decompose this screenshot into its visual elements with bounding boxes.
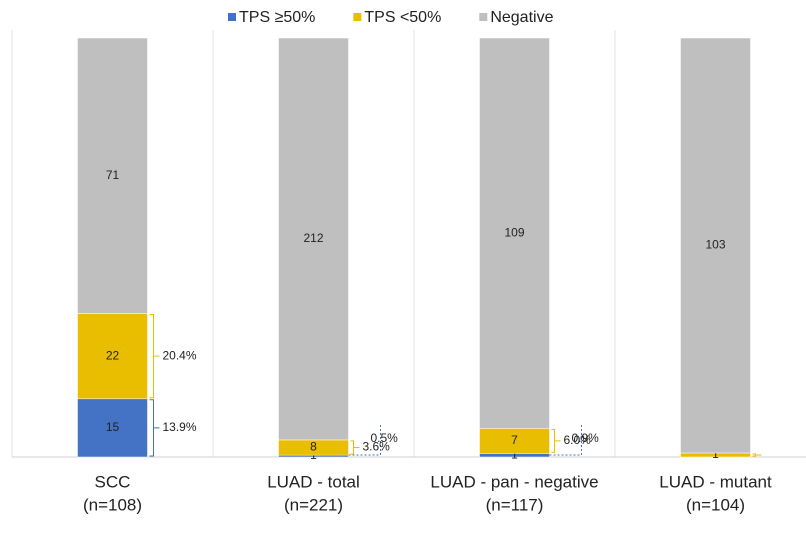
data-label: 109 (504, 225, 524, 239)
bracket (521, 425, 582, 456)
bar-segment (479, 428, 550, 454)
category-sublabel: (n=104) (686, 495, 745, 514)
data-label: 8 (310, 440, 317, 454)
category-label: SCC (95, 472, 131, 491)
bar-segment (278, 37, 349, 441)
bracket (149, 313, 160, 399)
data-label: 103 (705, 238, 725, 252)
data-label: 71 (106, 168, 120, 182)
data-label: 1 (712, 447, 719, 461)
bracket (551, 428, 561, 453)
legend-label: Negative (490, 9, 553, 26)
data-label: 15 (106, 420, 120, 434)
category-sublabel: (n=221) (284, 495, 343, 514)
bar-segment (479, 37, 550, 429)
legend-swatch (228, 13, 236, 21)
bracket (752, 453, 762, 457)
data-label: 212 (303, 231, 323, 245)
bar-segment (77, 37, 148, 314)
legend-label: TPS ≥50% (239, 9, 315, 26)
percent-label: 13.9% (163, 420, 197, 434)
bar-segment (77, 313, 148, 400)
category-label: LUAD - mutant (659, 472, 772, 491)
bar-segment (680, 37, 751, 454)
category-label: LUAD - pan - negative (430, 472, 598, 491)
bracket (149, 399, 160, 457)
legend-label: TPS <50% (364, 9, 441, 26)
category-label: LUAD - total (267, 472, 360, 491)
bracket (350, 440, 360, 455)
percent-label: 3.6% (363, 440, 391, 454)
data-label: 7 (511, 433, 518, 447)
category-sublabel: (n=117) (486, 495, 544, 514)
data-label: 22 (106, 348, 120, 362)
category-sublabel: (n=108) (83, 495, 142, 514)
data-label: 1 (511, 447, 518, 461)
legend-swatch (353, 13, 362, 21)
percent-label: 6.0% (564, 433, 592, 447)
percent-label: 0.5% (371, 431, 399, 445)
bar-segment (77, 398, 148, 458)
percent-label: 20.4% (163, 348, 197, 362)
percent-label: 0.9% (572, 431, 600, 445)
legend-swatch (479, 13, 488, 21)
